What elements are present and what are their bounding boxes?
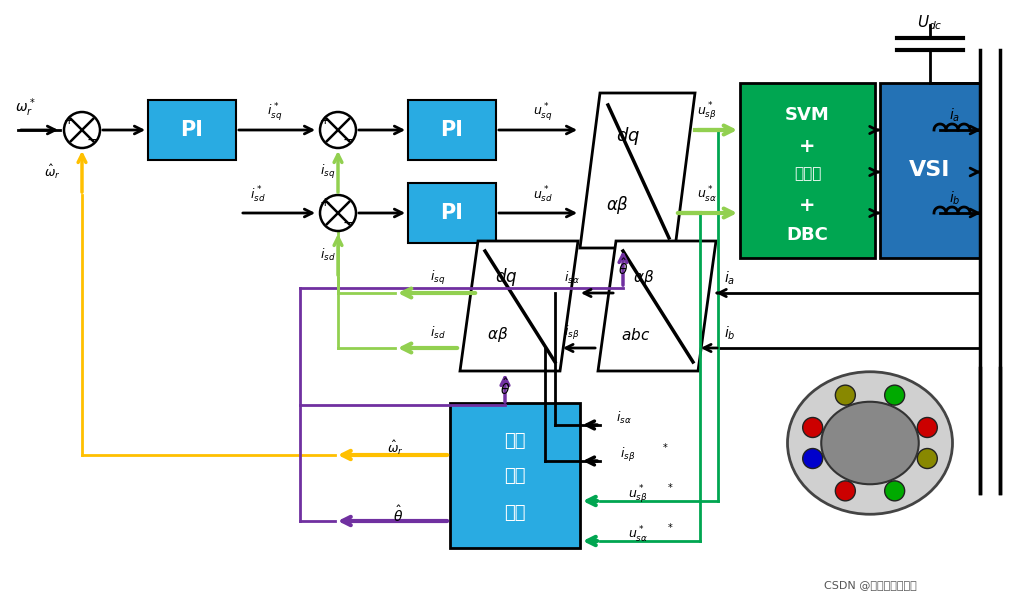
Text: $\hat{\theta}$: $\hat{\theta}$ — [500, 378, 510, 398]
Circle shape — [917, 417, 937, 438]
Circle shape — [320, 112, 356, 148]
Ellipse shape — [821, 402, 919, 484]
Text: 过调制: 过调制 — [793, 166, 821, 182]
Text: +: + — [64, 113, 74, 127]
Text: $u_{s\beta}^*$: $u_{s\beta}^*$ — [697, 101, 717, 123]
Text: *: * — [663, 443, 668, 453]
Bar — [880, 83, 980, 258]
Text: $i_{sq}$: $i_{sq}$ — [430, 269, 446, 287]
Text: $i_{s\beta}$: $i_{s\beta}$ — [564, 324, 579, 342]
Text: $i_{sd}^*$: $i_{sd}^*$ — [250, 185, 265, 205]
Text: $u_{s\beta}^*$: $u_{s\beta}^*$ — [628, 484, 648, 506]
Circle shape — [803, 449, 822, 469]
Text: $\hat{\theta}$: $\hat{\theta}$ — [393, 505, 403, 525]
Polygon shape — [580, 93, 695, 248]
Text: $dq$: $dq$ — [616, 125, 640, 147]
Polygon shape — [460, 241, 578, 371]
Text: −: − — [343, 216, 354, 230]
Ellipse shape — [787, 372, 953, 514]
Text: DBC: DBC — [786, 226, 828, 244]
Text: $i_{sq}$: $i_{sq}$ — [320, 163, 335, 181]
Circle shape — [836, 481, 855, 501]
Text: $\alpha\beta$: $\alpha\beta$ — [488, 325, 508, 344]
Polygon shape — [598, 241, 716, 371]
Bar — [148, 100, 236, 160]
Text: $abc$: $abc$ — [622, 327, 650, 343]
Text: $\alpha\beta$: $\alpha\beta$ — [606, 194, 630, 216]
Text: $u_{sq}^*$: $u_{sq}^*$ — [533, 101, 553, 123]
Bar — [409, 100, 496, 160]
Circle shape — [320, 195, 356, 231]
Text: $\hat{\theta}$: $\hat{\theta}$ — [617, 258, 628, 278]
Circle shape — [885, 481, 904, 501]
Text: +: + — [320, 197, 330, 209]
Text: PI: PI — [180, 120, 204, 140]
Text: $i_a$: $i_a$ — [724, 270, 736, 286]
Bar — [740, 83, 875, 258]
Text: $U_{dc}$: $U_{dc}$ — [917, 14, 943, 33]
Text: CSDN @初心不忘产学研: CSDN @初心不忘产学研 — [823, 580, 917, 590]
Circle shape — [885, 385, 904, 405]
Text: $dq$: $dq$ — [495, 267, 518, 288]
Text: $u_{s\alpha}^*$: $u_{s\alpha}^*$ — [697, 185, 717, 205]
Text: $\omega_r^*$: $\omega_r^*$ — [14, 96, 35, 119]
Text: 位置: 位置 — [504, 467, 526, 484]
Text: $\hat{\omega}_r$: $\hat{\omega}_r$ — [387, 439, 403, 457]
Text: SVM: SVM — [785, 106, 829, 124]
Text: $\alpha\beta$: $\alpha\beta$ — [633, 268, 654, 287]
Text: +: + — [320, 113, 330, 127]
Circle shape — [803, 417, 822, 438]
Text: $i_{sq}^*$: $i_{sq}^*$ — [268, 101, 283, 123]
Text: $i_b$: $i_b$ — [724, 324, 736, 342]
Circle shape — [917, 449, 937, 469]
Text: $i_a$: $i_a$ — [950, 106, 961, 124]
Text: $i_{s\alpha}$: $i_{s\alpha}$ — [564, 270, 579, 286]
Text: 估计: 估计 — [504, 504, 526, 522]
Text: $i_{s\alpha}$: $i_{s\alpha}$ — [616, 410, 632, 426]
Bar — [409, 183, 496, 243]
Text: $i_{s\beta}$: $i_{s\beta}$ — [620, 446, 636, 464]
Text: $\hat{\omega}_r$: $\hat{\omega}_r$ — [43, 163, 61, 181]
Text: −: − — [86, 133, 98, 147]
Text: +: + — [800, 196, 816, 215]
Text: *: * — [668, 523, 672, 533]
Text: 转速: 转速 — [504, 432, 526, 450]
Text: PI: PI — [440, 203, 463, 223]
Text: PI: PI — [440, 120, 463, 140]
Text: *: * — [668, 483, 672, 493]
Circle shape — [836, 385, 855, 405]
Text: $i_b$: $i_b$ — [949, 189, 961, 207]
Text: $i_{sd}$: $i_{sd}$ — [430, 325, 446, 341]
Text: $u_{s\alpha}^*$: $u_{s\alpha}^*$ — [628, 525, 648, 545]
Circle shape — [64, 112, 100, 148]
Text: −: − — [343, 133, 354, 147]
Text: $u_{sd}^*$: $u_{sd}^*$ — [533, 185, 553, 205]
Bar — [450, 403, 580, 548]
Text: VSI: VSI — [910, 160, 951, 180]
Text: +: + — [800, 136, 816, 156]
Text: $i_{sd}$: $i_{sd}$ — [320, 247, 335, 263]
